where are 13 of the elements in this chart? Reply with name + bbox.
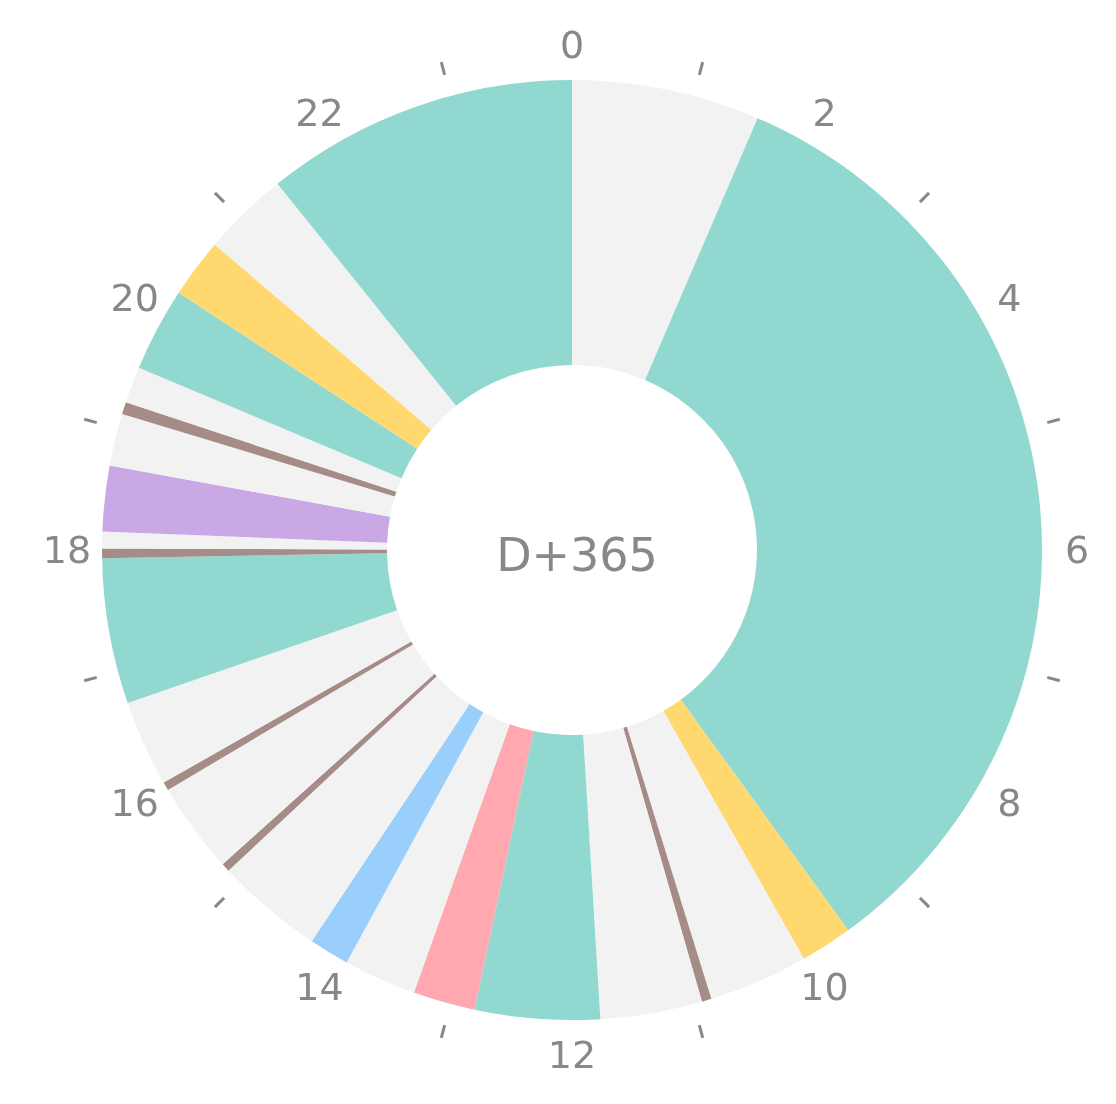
text: 10 <box>800 965 849 1010</box>
text: 18 <box>42 528 92 572</box>
text: 4 <box>997 275 1022 320</box>
text: 8 <box>997 780 1022 825</box>
text: 0 <box>559 23 585 67</box>
text: 22 <box>295 90 344 135</box>
text: 2 <box>812 90 837 135</box>
text: 6 <box>1064 528 1090 572</box>
text: 12 <box>547 1033 597 1077</box>
text: 16 <box>110 780 159 825</box>
text: 14 <box>295 965 344 1010</box>
text: 20 <box>110 275 159 320</box>
text: D+365 <box>496 528 658 582</box>
